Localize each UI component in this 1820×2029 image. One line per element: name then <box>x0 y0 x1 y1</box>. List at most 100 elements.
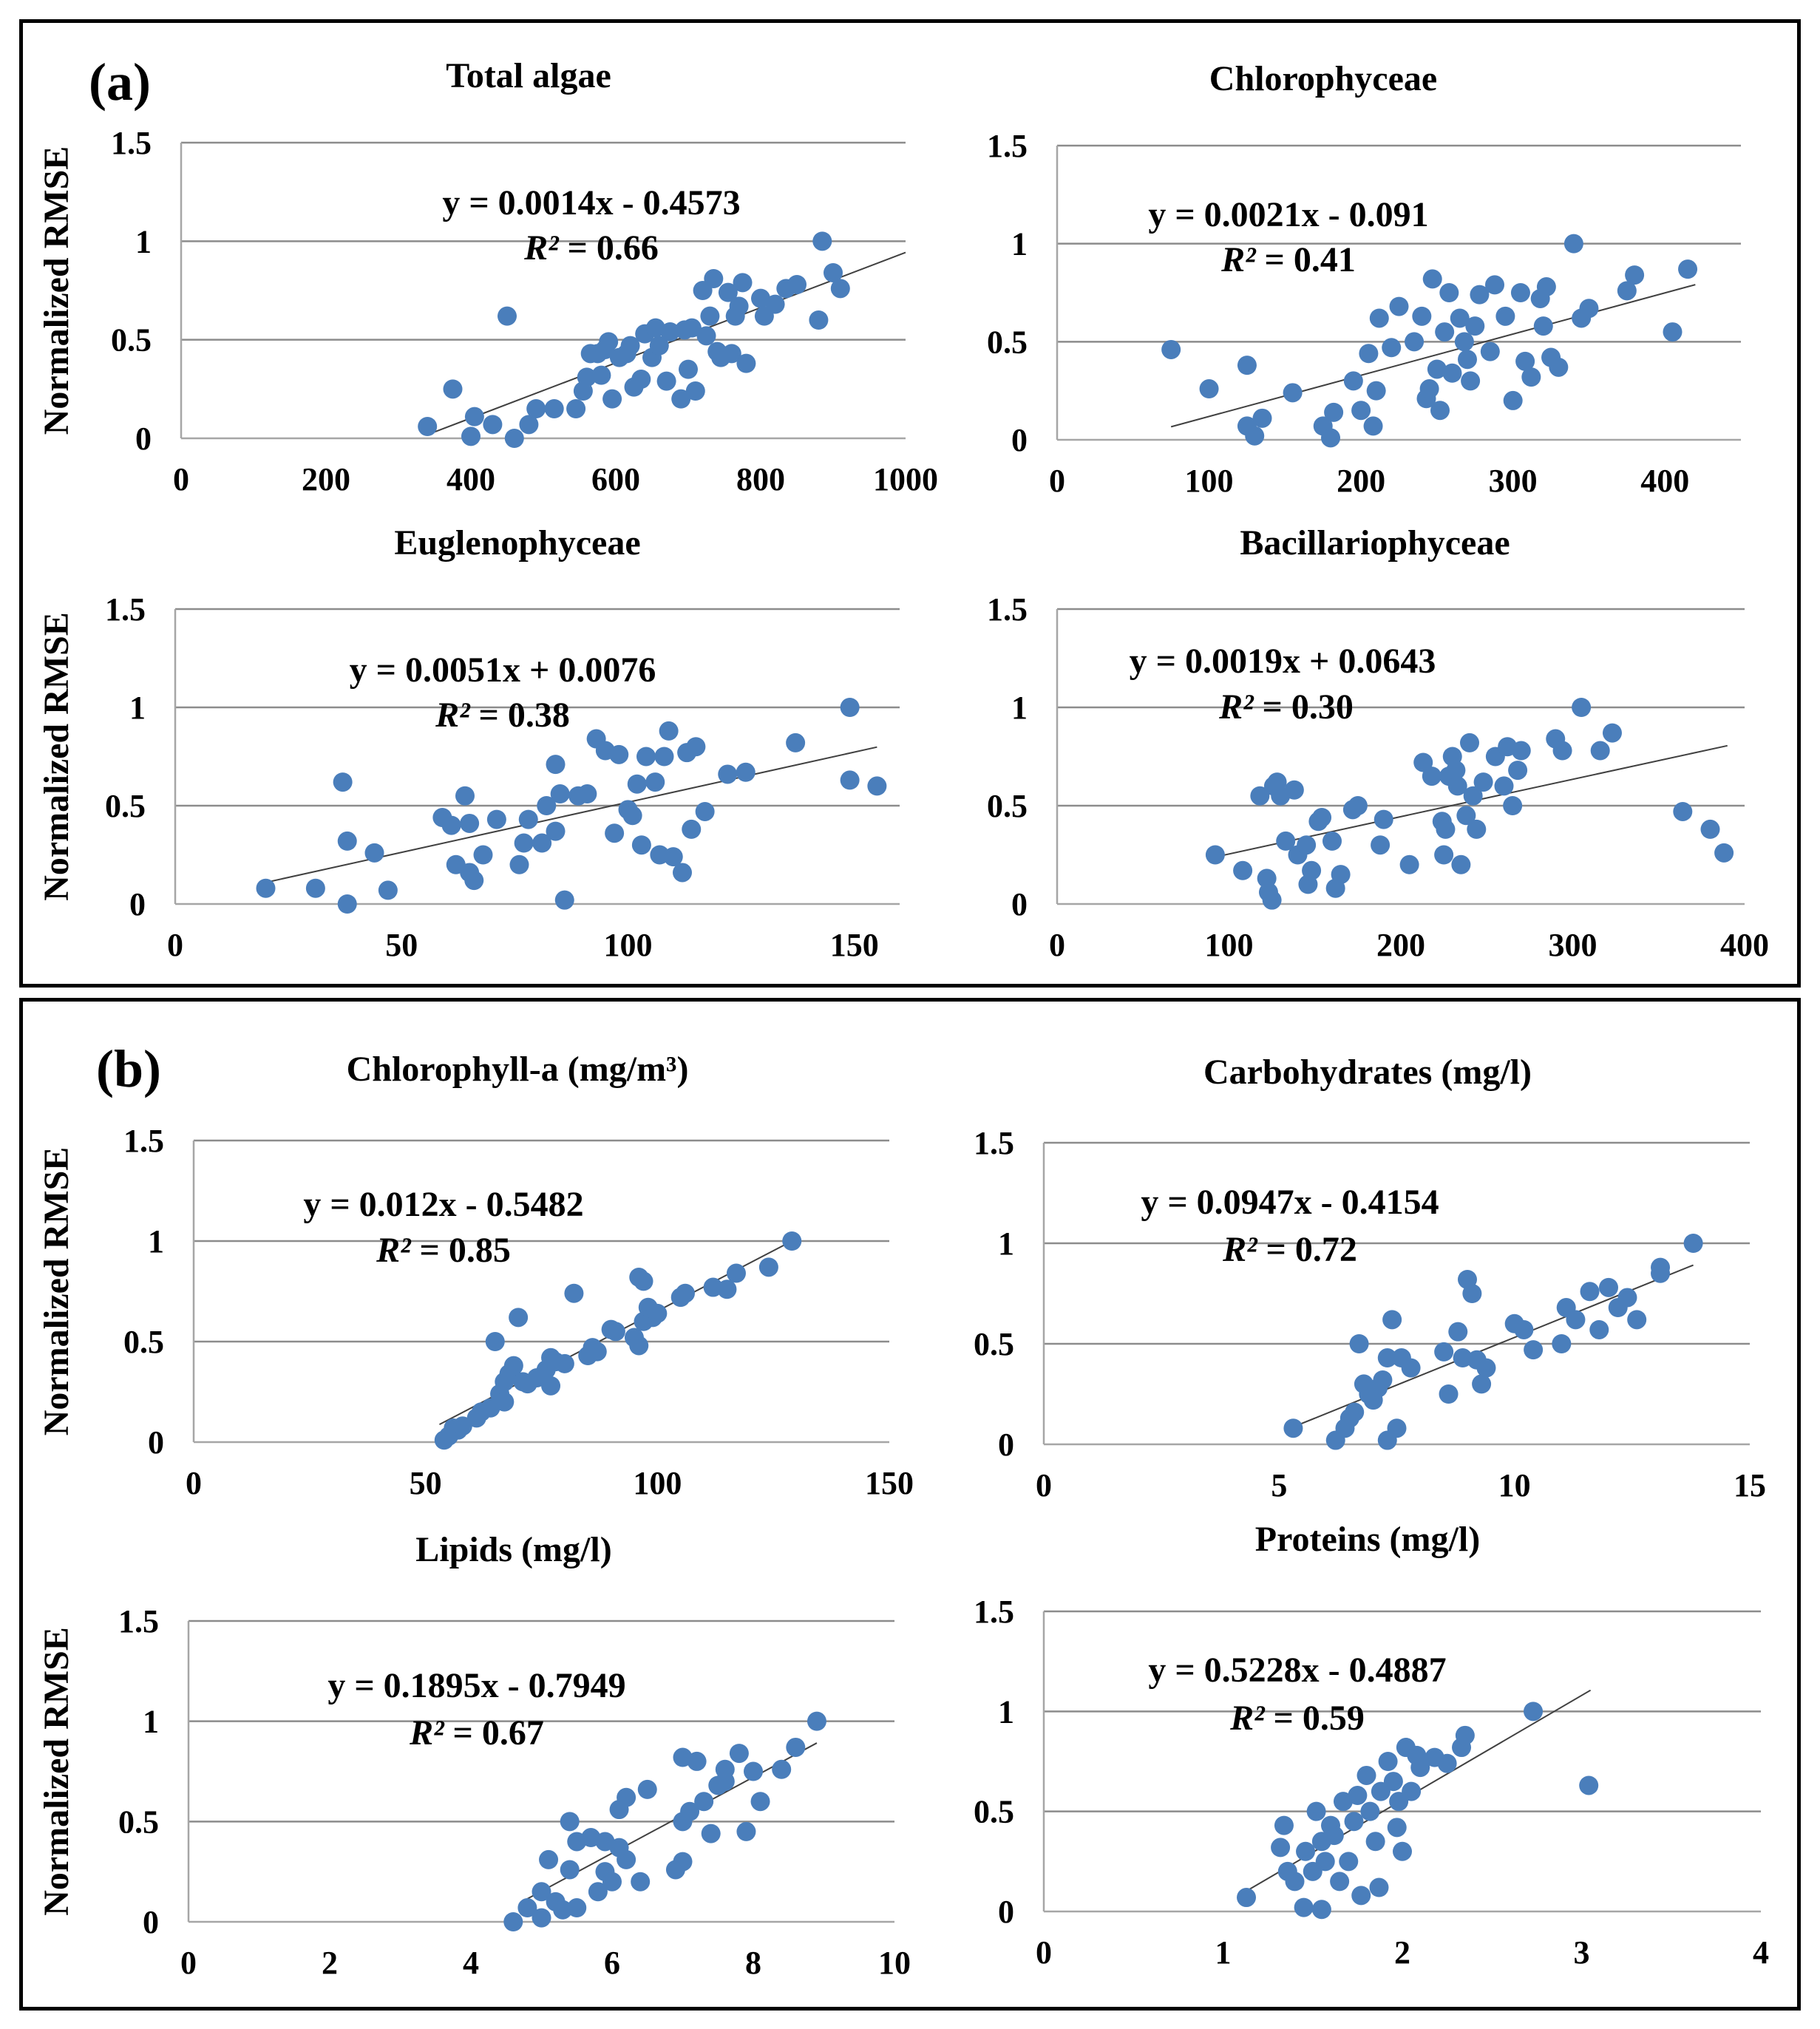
y-tick-label: 1.5 <box>118 1603 159 1639</box>
x-tick-label: 50 <box>410 1465 442 1501</box>
data-point <box>1387 1818 1407 1838</box>
chart-title: Lipids (mg/l) <box>415 1530 611 1569</box>
data-point <box>305 878 325 898</box>
data-point <box>1514 1319 1534 1339</box>
data-point <box>701 1824 721 1843</box>
data-point <box>1237 1888 1257 1908</box>
data-point <box>378 880 398 900</box>
data-point <box>840 698 860 717</box>
data-point <box>1365 1832 1385 1852</box>
data-point <box>1476 1358 1496 1378</box>
data-point <box>605 823 625 843</box>
data-point <box>1315 1852 1335 1872</box>
data-point <box>620 336 640 356</box>
y-tick-label: 1 <box>998 1693 1014 1730</box>
data-point <box>1700 819 1720 839</box>
data-point <box>1599 1277 1618 1297</box>
data-point <box>685 381 705 401</box>
data-point <box>1330 1872 1350 1892</box>
y-tick-label: 0.5 <box>118 1804 159 1840</box>
data-point <box>567 1898 587 1918</box>
r-squared-label: R² = 0.59 <box>1229 1699 1365 1738</box>
regression-equation: y = 0.012x - 0.5482 <box>303 1185 583 1224</box>
data-point <box>1589 1319 1609 1339</box>
data-point <box>591 365 611 385</box>
data-point <box>786 733 806 752</box>
x-tick-label: 0 <box>1036 1467 1052 1503</box>
data-point <box>718 764 738 784</box>
data-point <box>1533 316 1553 336</box>
x-tick-label: 200 <box>302 461 350 497</box>
data-point <box>1617 281 1637 301</box>
data-point <box>495 1392 515 1412</box>
x-tick-label: 2 <box>1394 1934 1410 1971</box>
data-point <box>733 273 753 293</box>
data-point <box>1349 1334 1369 1353</box>
data-point <box>1472 1374 1492 1394</box>
data-point <box>1446 761 1466 781</box>
data-point <box>645 772 665 792</box>
data-point <box>460 813 480 833</box>
data-point <box>1348 796 1368 815</box>
data-point <box>1297 835 1317 855</box>
r-squared-label: R² = 0.30 <box>1218 687 1354 727</box>
data-point <box>519 415 539 435</box>
data-point <box>553 1900 573 1920</box>
data-point <box>517 1898 537 1918</box>
data-point <box>1434 845 1454 865</box>
regression-equation: y = 0.0019x + 0.0643 <box>1130 642 1436 681</box>
data-point <box>660 322 680 341</box>
data-point <box>532 1908 551 1928</box>
data-point <box>1363 416 1383 436</box>
y-tick-label: 0.5 <box>987 324 1028 360</box>
data-point <box>1552 741 1572 761</box>
data-point <box>1306 1801 1326 1821</box>
y-tick-label: 1.5 <box>123 1123 164 1159</box>
data-point <box>1324 402 1344 422</box>
data-point <box>1439 1384 1459 1404</box>
x-tick-label: 0 <box>167 927 183 963</box>
y-tick-label: 1.5 <box>105 591 146 628</box>
data-point <box>1360 1801 1380 1821</box>
data-point <box>1503 796 1523 815</box>
data-point <box>717 1279 737 1299</box>
data-point <box>1651 1263 1671 1283</box>
data-point <box>656 371 676 391</box>
data-point <box>787 275 807 294</box>
regression-equation: y = 0.1895x - 0.7949 <box>327 1666 625 1705</box>
x-tick-label: 4 <box>463 1945 479 1981</box>
data-point <box>1463 786 1483 806</box>
data-point <box>498 306 517 326</box>
data-point <box>560 1812 580 1832</box>
x-tick-label: 400 <box>1720 927 1769 963</box>
data-point <box>1285 1872 1305 1892</box>
x-tick-label: 300 <box>1549 927 1597 963</box>
data-point <box>750 1792 770 1812</box>
data-point <box>1271 1838 1291 1858</box>
data-point <box>461 426 481 446</box>
data-point <box>1617 1288 1637 1308</box>
data-point <box>1422 269 1442 289</box>
panel-a-frame <box>19 19 1801 988</box>
data-point <box>1322 831 1342 851</box>
data-point <box>605 1322 625 1342</box>
x-tick-label: 400 <box>446 461 495 497</box>
data-point <box>686 737 706 757</box>
y-tick-label: 1 <box>143 1704 159 1740</box>
data-point <box>1663 322 1683 342</box>
data-point <box>807 1711 826 1731</box>
data-point <box>1373 1370 1393 1390</box>
regression-equation: y = 0.0947x - 0.4154 <box>1141 1183 1439 1222</box>
data-point <box>1521 367 1541 387</box>
data-point <box>1454 332 1474 352</box>
data-point <box>617 1849 636 1869</box>
data-point <box>1283 383 1303 403</box>
data-point <box>554 890 574 910</box>
data-point <box>509 854 529 874</box>
data-point <box>1382 338 1402 358</box>
data-point <box>629 1336 649 1356</box>
data-point <box>337 831 357 851</box>
x-tick-label: 0 <box>1049 463 1065 499</box>
data-point <box>772 1759 792 1779</box>
